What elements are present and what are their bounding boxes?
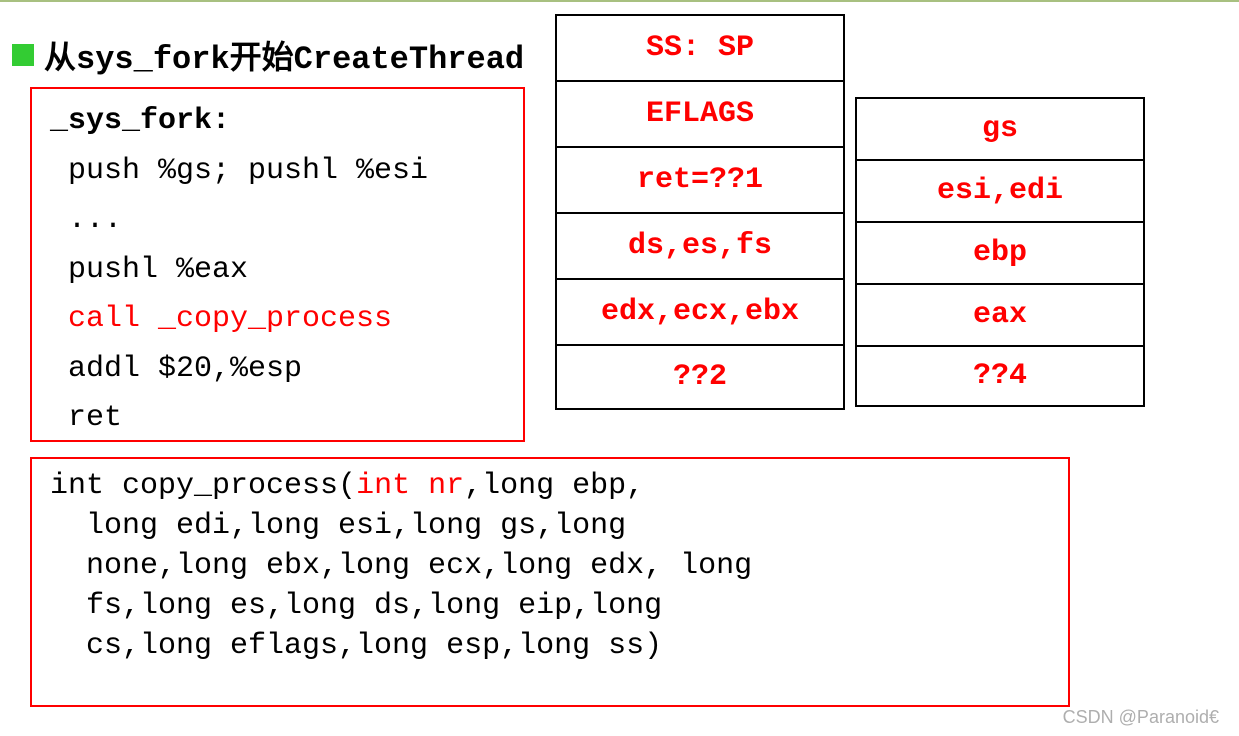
code-line: int copy_process(int nr,long ebp,	[50, 467, 1050, 507]
bullet-icon	[12, 44, 34, 66]
stack-cell: edx,ecx,ebx	[555, 278, 845, 344]
copy-process-code-box: int copy_process(int nr,long ebp, long e…	[30, 457, 1070, 707]
stack-cell: ??2	[555, 344, 845, 410]
code-line: push %gs; pushl %esi	[50, 147, 505, 197]
stack-cell: SS: SP	[555, 14, 845, 80]
code-line: long edi,long esi,long gs,long	[50, 507, 1050, 547]
code-fragment: ,long ebp,	[464, 469, 644, 503]
code-line: cs,long eflags,long esp,long ss)	[50, 627, 1050, 667]
code-line: addl $20,%esp	[50, 345, 505, 395]
stack-cell: ret=??1	[555, 146, 845, 212]
stack-cell: eax	[855, 283, 1145, 345]
title-mono1: sys_fork	[76, 41, 230, 78]
code-line-call: call _copy_process	[50, 295, 505, 345]
slide-title-row: 从sys_fork开始CreateThread	[12, 32, 524, 78]
title-prefix-cn: 从	[44, 39, 76, 75]
stack-cell: EFLAGS	[555, 80, 845, 146]
code-line: fs,long es,long ds,long eip,long	[50, 587, 1050, 627]
slide-title: 从sys_fork开始CreateThread	[44, 32, 524, 78]
code-line: none,long ebx,long ecx,long edx, long	[50, 547, 1050, 587]
code-line: pushl %eax	[50, 246, 505, 296]
stack-cell: ??4	[855, 345, 1145, 407]
code-fragment-highlight: int nr	[356, 469, 464, 503]
code-line: _sys_fork:	[50, 97, 505, 147]
title-mono2: CreateThread	[294, 41, 524, 78]
stack-cell: ds,es,fs	[555, 212, 845, 278]
stack-cell: gs	[855, 97, 1145, 159]
stack-cell: ebp	[855, 221, 1145, 283]
code-line: ret	[50, 394, 505, 444]
stack-diagram-2: gs esi,edi ebp eax ??4	[855, 97, 1145, 407]
stack-diagram-1: SS: SP EFLAGS ret=??1 ds,es,fs edx,ecx,e…	[555, 14, 845, 410]
title-middle-cn: 开始	[230, 39, 294, 75]
code-line: ...	[50, 196, 505, 246]
watermark: CSDN @Paranoid€	[1063, 707, 1219, 728]
sys-fork-code-box: _sys_fork: push %gs; pushl %esi ... push…	[30, 87, 525, 442]
code-fragment: int copy_process(	[50, 469, 356, 503]
stack-cell: esi,edi	[855, 159, 1145, 221]
